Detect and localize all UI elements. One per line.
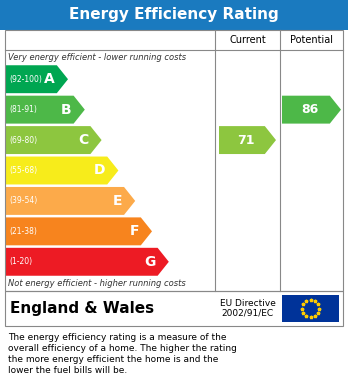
- Text: the more energy efficient the home is and the: the more energy efficient the home is an…: [8, 355, 219, 364]
- Text: England & Wales: England & Wales: [10, 301, 154, 316]
- Text: 2002/91/EC: 2002/91/EC: [221, 309, 274, 318]
- Text: (81-91): (81-91): [9, 105, 37, 114]
- Text: (69-80): (69-80): [9, 136, 37, 145]
- Text: (39-54): (39-54): [9, 196, 37, 205]
- Polygon shape: [5, 96, 85, 124]
- Text: Potential: Potential: [290, 35, 333, 45]
- Polygon shape: [5, 126, 102, 154]
- Polygon shape: [219, 126, 276, 154]
- Text: 71: 71: [237, 134, 254, 147]
- Text: Very energy efficient - lower running costs: Very energy efficient - lower running co…: [8, 52, 186, 61]
- Polygon shape: [5, 156, 118, 185]
- Bar: [5, 30, 343, 291]
- Text: Current: Current: [229, 35, 266, 45]
- Text: overall efficiency of a home. The higher the rating: overall efficiency of a home. The higher…: [8, 344, 237, 353]
- Polygon shape: [5, 217, 152, 245]
- Text: (21-38): (21-38): [9, 227, 37, 236]
- Bar: [0, 0, 348, 30]
- Text: 86: 86: [301, 103, 318, 116]
- Bar: [282, 295, 339, 322]
- Text: B: B: [61, 103, 72, 117]
- Text: E: E: [112, 194, 122, 208]
- Text: (1-20): (1-20): [9, 257, 32, 266]
- Text: (92-100): (92-100): [9, 75, 42, 84]
- Bar: [5, 30, 343, 50]
- Polygon shape: [5, 248, 169, 276]
- Text: lower the fuel bills will be.: lower the fuel bills will be.: [8, 366, 127, 375]
- Text: A: A: [44, 72, 55, 86]
- Text: The energy efficiency rating is a measure of the: The energy efficiency rating is a measur…: [8, 333, 227, 342]
- Text: G: G: [144, 255, 156, 269]
- Text: F: F: [129, 224, 139, 239]
- Text: Not energy efficient - higher running costs: Not energy efficient - higher running co…: [8, 280, 186, 289]
- Polygon shape: [5, 65, 68, 93]
- Text: EU Directive: EU Directive: [220, 299, 275, 308]
- Text: Energy Efficiency Rating: Energy Efficiency Rating: [69, 7, 279, 23]
- Text: C: C: [78, 133, 88, 147]
- Polygon shape: [282, 96, 341, 124]
- Text: (55-68): (55-68): [9, 166, 37, 175]
- Text: D: D: [94, 163, 105, 178]
- Polygon shape: [5, 187, 135, 215]
- Bar: [5, 291, 343, 326]
